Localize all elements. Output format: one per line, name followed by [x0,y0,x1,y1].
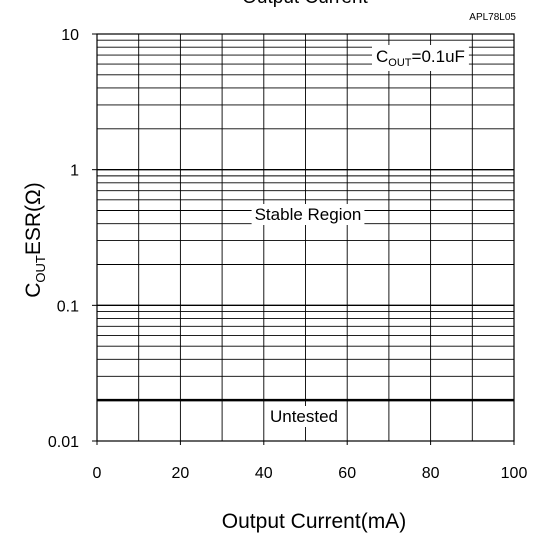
y-axis-label-main: C [22,283,45,298]
untested-region-label: Untested [270,407,338,426]
chart-title: Output Current [242,0,368,8]
x-tick-labels: 0 20 40 60 80 100 [93,441,528,482]
stable-region-label: Stable Region [255,205,362,224]
stable-region-label-background [251,204,365,225]
x-tick-label: 100 [501,465,528,482]
y-axis-label-subscript: OUT [33,255,48,283]
y-tick-label: 10 [61,27,79,44]
x-tick-label: 60 [338,465,356,482]
condition-label-background [372,45,469,71]
grid [97,34,514,441]
plot-frame [96,33,515,442]
y-tick-label: 0.01 [48,434,79,451]
y-tick-label: 1 [70,163,79,180]
y-tick-label: 0.1 [57,298,79,315]
x-tick-label: 20 [172,465,190,482]
condition-label-main: C [376,47,388,66]
y-axis-label-unit: ESR(Ω) [22,182,45,255]
x-tick-label: 40 [255,465,273,482]
x-axis-label: Output Current(mA) [222,510,406,533]
y-tick-labels: 0.01 0.1 1 10 [48,27,97,451]
x-tick-label: 0 [93,465,102,482]
x-tick-label: 80 [422,465,440,482]
condition-label: COUT=0.1uF [376,47,465,69]
figure-code: APL78L05 [469,12,516,23]
y-axis-label: COUTESR(Ω) [22,182,48,298]
condition-label-value: =0.1uF [412,47,465,66]
condition-label-subscript: OUT [388,57,412,69]
untested-label-background [266,406,342,427]
